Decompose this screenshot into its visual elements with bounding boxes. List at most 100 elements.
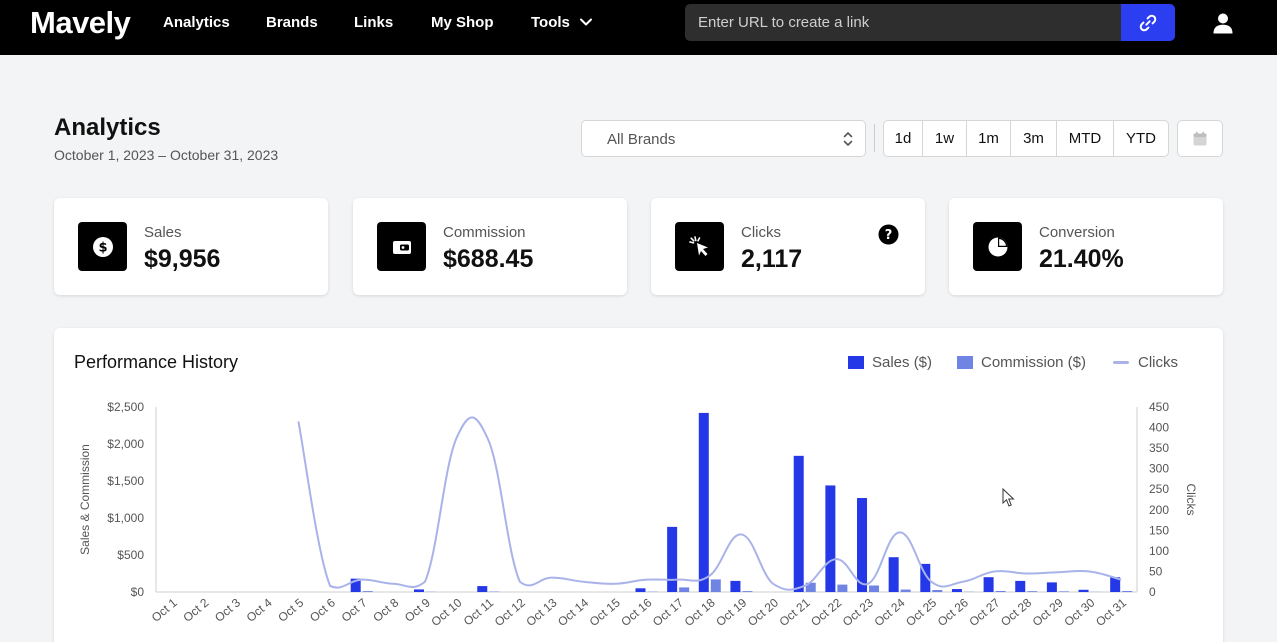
sales-bar [413, 589, 424, 592]
y-tick-label: $2,500 [107, 400, 144, 414]
dollar-icon: $ [92, 236, 113, 257]
y2-tick-label: 100 [1149, 544, 1169, 558]
user-icon[interactable] [1212, 12, 1234, 34]
sales-bar [793, 455, 804, 592]
x-tick-label: Oct 5 [275, 595, 306, 624]
calendar-icon [1193, 131, 1207, 145]
commission-bar [900, 589, 911, 592]
y2-tick-label: 50 [1149, 564, 1163, 578]
clicks-value: 2,117 [741, 245, 803, 273]
link-icon [1139, 14, 1157, 31]
y-axis-title: Sales & Commission [78, 444, 92, 555]
y-tick-label: $0 [131, 585, 145, 599]
x-tick-label: Oct 12 [492, 595, 528, 629]
nav-brands[interactable]: Brands [266, 14, 318, 31]
x-tick-label: Oct 9 [402, 595, 433, 624]
legend-sales-label: Sales ($) [872, 354, 933, 371]
range-mtd[interactable]: MTD [1057, 121, 1114, 156]
x-tick-label: Oct 6 [307, 595, 338, 624]
nav-links[interactable]: Links [354, 14, 394, 31]
legend-sales-swatch [848, 356, 864, 369]
sales-bar [825, 485, 836, 592]
y2-tick-label: 350 [1149, 441, 1169, 455]
x-tick-label: Oct 31 [1093, 595, 1129, 629]
x-tick-label: Oct 8 [370, 595, 401, 624]
range-3m[interactable]: 3m [1011, 121, 1057, 156]
sales-bar [1015, 580, 1026, 592]
range-1m[interactable]: 1m [967, 121, 1011, 156]
performance-history-card: Performance History Sales ($) Commission… [54, 328, 1223, 642]
x-tick-label: Oct 22 [808, 595, 844, 629]
help-icon[interactable]: ? [878, 224, 899, 245]
sales-bar [920, 563, 931, 592]
mouse-pointer-icon [1002, 488, 1015, 507]
y-tick-label: $1,000 [107, 511, 144, 525]
nav-tools[interactable]: Tools [531, 14, 570, 31]
calendar-button[interactable] [1177, 120, 1223, 157]
legend-commission[interactable]: Commission ($) [957, 354, 1086, 371]
x-tick-label: Oct 15 [587, 595, 623, 629]
brand-select-value: All Brands [607, 131, 676, 148]
x-tick-label: Oct 25 [903, 595, 939, 629]
date-range: October 1, 2023 – October 31, 2023 [54, 147, 279, 163]
range-1d[interactable]: 1d [884, 121, 923, 156]
create-link-button[interactable] [1121, 4, 1175, 41]
page-title: Analytics [54, 114, 161, 141]
y2-tick-label: 450 [1149, 400, 1169, 414]
commission-bar [869, 585, 880, 592]
clicks-icon-box [675, 222, 724, 271]
x-tick-label: Oct 16 [618, 595, 654, 629]
x-tick-label: Oct 27 [966, 595, 1002, 629]
y2-tick-label: 0 [1149, 585, 1156, 599]
chevron-down-icon[interactable] [579, 15, 593, 29]
range-ytd[interactable]: YTD [1126, 130, 1156, 147]
pie-chart-icon [988, 237, 1007, 256]
commission-icon-box [377, 222, 426, 271]
x-tick-label: Oct 2 [180, 595, 211, 624]
sales-label: Sales [144, 224, 182, 241]
y2-tick-label: 150 [1149, 523, 1169, 537]
logo[interactable]: Mavely [30, 5, 131, 40]
range-1w[interactable]: 1w [923, 121, 967, 156]
sales-value: $9,956 [144, 245, 221, 273]
sales-card: $ Sales $9,956 [54, 198, 328, 295]
url-input[interactable] [685, 4, 1121, 41]
sales-bar [1046, 582, 1057, 592]
x-tick-label: Oct 29 [1030, 595, 1066, 629]
y2-tick-label: 400 [1149, 421, 1169, 435]
sales-bar [730, 580, 741, 592]
legend-commission-swatch [957, 356, 973, 369]
x-tick-label: Oct 30 [1061, 595, 1097, 629]
nav-my-shop[interactable]: My Shop [431, 14, 494, 31]
cursor-click-icon [688, 235, 708, 256]
x-tick-label: Oct 28 [998, 595, 1034, 629]
y2-tick-label: 200 [1149, 503, 1169, 517]
x-tick-label: Oct 13 [523, 595, 559, 629]
y-tick-label: $1,500 [107, 474, 144, 488]
commission-bar [1058, 591, 1069, 592]
x-tick-label: Oct 1 [149, 595, 180, 624]
legend-clicks[interactable]: Clicks [1113, 354, 1178, 371]
legend-sales[interactable]: Sales ($) [848, 354, 932, 371]
nav-analytics[interactable]: Analytics [163, 14, 230, 31]
chart-title: Performance History [74, 352, 239, 372]
commission-value: $688.45 [443, 245, 534, 273]
legend-commission-label: Commission ($) [981, 354, 1087, 371]
y2-axis-title: Clicks [1184, 484, 1198, 516]
svg-text:?: ? [885, 228, 893, 243]
x-tick-label: Oct 19 [713, 595, 749, 629]
sales-bar [888, 557, 899, 592]
x-tick-label: Oct 26 [935, 595, 971, 629]
conversion-label: Conversion [1039, 224, 1115, 241]
commission-bar [837, 584, 848, 592]
sales-bar [983, 577, 994, 592]
commission-bar [995, 590, 1006, 592]
sales-bar [635, 588, 646, 592]
commission-bar [1027, 591, 1038, 592]
y-tick-label: $2,000 [107, 437, 144, 451]
sales-bar [1110, 577, 1121, 592]
brand-select[interactable]: All Brands [581, 120, 866, 157]
x-tick-label: Oct 23 [840, 595, 876, 629]
sales-icon-box: $ [78, 222, 127, 271]
range-selector: 1d 1w 1m 3m MTD YTD [883, 120, 1169, 157]
